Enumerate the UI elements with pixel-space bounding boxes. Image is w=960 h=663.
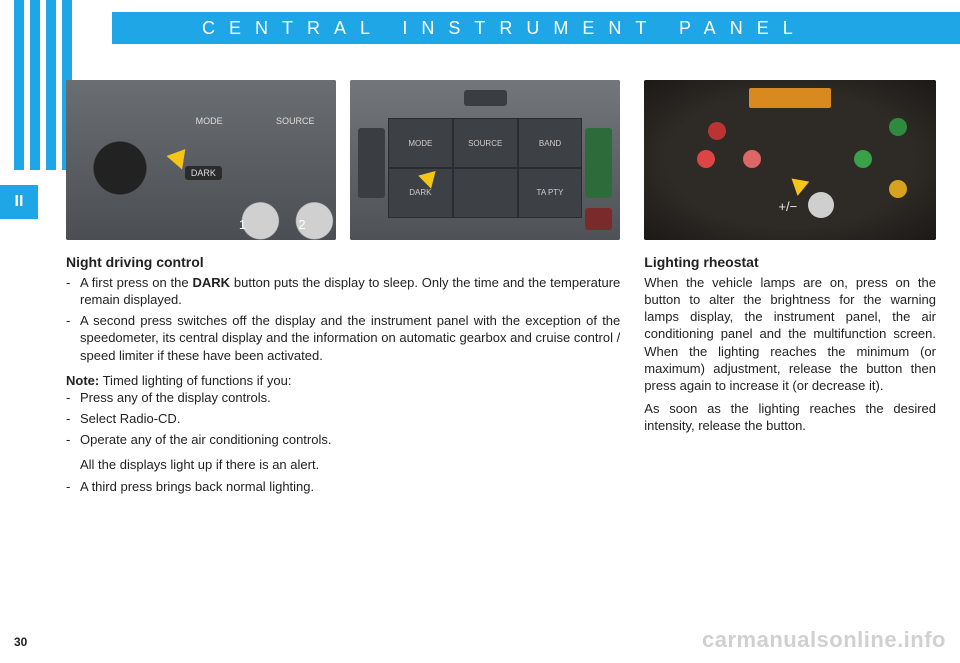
rheostat-knob-icon xyxy=(808,192,834,218)
list-item: A second press switches off the display … xyxy=(66,312,620,363)
paragraph: As soon as the lighting reaches the desi… xyxy=(644,400,936,434)
page-number: 30 xyxy=(14,635,27,649)
stripe xyxy=(46,0,56,170)
photo-label: 2 xyxy=(298,217,305,232)
photo-label: +/− xyxy=(778,199,797,214)
photo-shape xyxy=(585,208,612,230)
photo-label: MODE xyxy=(388,118,453,168)
photo-label: MODE xyxy=(196,116,223,126)
list-item: A first press on the DARK button puts th… xyxy=(66,274,620,308)
photo-dark-button-closeup: MODE SOURCE DARK 1 2 xyxy=(66,80,336,240)
photo-button-grid: MODE SOURCE BAND DARK TA PTY xyxy=(388,118,583,217)
photo-label: SOURCE xyxy=(276,116,315,126)
list-item: Select Radio-CD. xyxy=(66,410,620,427)
bullet-list: Press any of the display controls. Selec… xyxy=(66,389,620,448)
page-title: CENTRAL INSTRUMENT PANEL xyxy=(112,12,960,44)
chapter-tab: II xyxy=(0,185,38,219)
page: II CENTRAL INSTRUMENT PANEL MODE SOURCE … xyxy=(0,0,960,663)
photo-label: TA PTY xyxy=(518,168,583,218)
warning-lamp-icon xyxy=(743,150,761,168)
bullet-list: A third press brings back normal lightin… xyxy=(66,478,620,495)
photo-row: MODE SOURCE DARK 1 2 MODE xyxy=(66,80,620,240)
watermark: carmanualsonline.info xyxy=(702,627,946,653)
warning-lamp-icon xyxy=(889,118,907,136)
photo-label: 1 xyxy=(239,217,246,232)
photo-radio-panel: MODE SOURCE BAND DARK TA PTY xyxy=(350,80,620,240)
warning-lamp-icon xyxy=(708,122,726,140)
list-item: A third press brings back normal lightin… xyxy=(66,478,620,495)
warning-lamp-icon xyxy=(889,180,907,198)
photo-shape xyxy=(585,128,612,198)
warning-lamp-icon xyxy=(854,150,872,168)
note-text: Timed lighting of functions if you: xyxy=(99,373,291,388)
section-heading: Night driving control xyxy=(66,254,620,270)
photo-shape xyxy=(749,88,831,108)
indented-line: All the displays light up if there is an… xyxy=(66,456,620,473)
photo-instrument-panel: +/− xyxy=(644,80,936,240)
list-item: Press any of the display controls. xyxy=(66,389,620,406)
stripe xyxy=(14,0,24,170)
note-label: Note: xyxy=(66,373,99,388)
stripe xyxy=(30,0,40,170)
photo-label: BAND xyxy=(518,118,583,168)
side-stripes xyxy=(0,0,72,40)
warning-lamp-icon xyxy=(697,150,715,168)
callout-arrow-icon xyxy=(789,179,810,198)
list-item: Operate any of the air conditioning cont… xyxy=(66,431,620,448)
paragraph: When the vehicle lamps are on, press on … xyxy=(644,274,936,394)
section-heading: Lighting rheostat xyxy=(644,254,936,270)
bullet-list: A first press on the DARK button puts th… xyxy=(66,274,620,364)
content-area: MODE SOURCE DARK 1 2 MODE xyxy=(66,80,936,623)
photo-shape xyxy=(464,90,507,106)
note-line: Note: Timed lighting of functions if you… xyxy=(66,372,620,389)
photo-shape xyxy=(358,128,385,198)
photo-label xyxy=(453,168,518,218)
bold-dark: DARK xyxy=(192,275,230,290)
left-column: MODE SOURCE DARK 1 2 MODE xyxy=(66,80,620,503)
photo-label: SOURCE xyxy=(453,118,518,168)
right-column: +/− Lighting rheostat When the vehicle l… xyxy=(644,80,936,503)
photo-label-dark: DARK xyxy=(185,166,222,180)
